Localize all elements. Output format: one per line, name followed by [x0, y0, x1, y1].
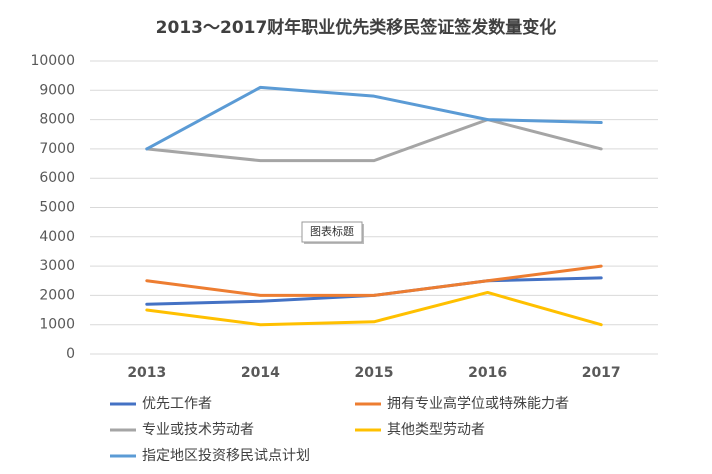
- y-tick-label: 1000: [39, 317, 75, 333]
- series-line: [145, 118, 603, 163]
- y-tick-label: 10000: [30, 53, 75, 69]
- legend-label: 优先工作者: [142, 396, 212, 412]
- x-tick-label: 2016: [468, 365, 507, 381]
- chart-title: 2013～2017财年职业优先类移民签证签发数量变化: [156, 17, 557, 38]
- y-tick-label: 6000: [39, 170, 75, 186]
- annotation-box: [301, 221, 363, 243]
- y-tick-label: 7000: [39, 141, 75, 157]
- x-tick-label: 2013: [127, 365, 166, 381]
- x-tick-label: 2014: [241, 365, 280, 381]
- x-tick-label: 2017: [582, 365, 621, 381]
- series-line: [145, 85, 603, 151]
- legend-label: 拥有专业高学位或特殊能力者: [387, 395, 569, 412]
- y-tick-label: 8000: [39, 112, 75, 128]
- series-line: [145, 264, 603, 297]
- y-tick-label: 0: [66, 346, 75, 362]
- legend-label: 专业或技术劳动者: [142, 422, 254, 438]
- y-tick-label: 5000: [39, 200, 75, 216]
- legend-label: 其他类型劳动者: [387, 422, 485, 438]
- x-tick-label: 2015: [355, 365, 394, 381]
- legend-label: 指定地区投资移民试点计划: [142, 448, 310, 464]
- y-tick-label: 3000: [39, 258, 75, 274]
- y-tick-label: 4000: [39, 229, 75, 245]
- series-line: [145, 290, 603, 327]
- annotation: 图表标题: [310, 224, 354, 238]
- y-tick-label: 9000: [39, 82, 75, 98]
- y-tick-label: 2000: [39, 287, 75, 303]
